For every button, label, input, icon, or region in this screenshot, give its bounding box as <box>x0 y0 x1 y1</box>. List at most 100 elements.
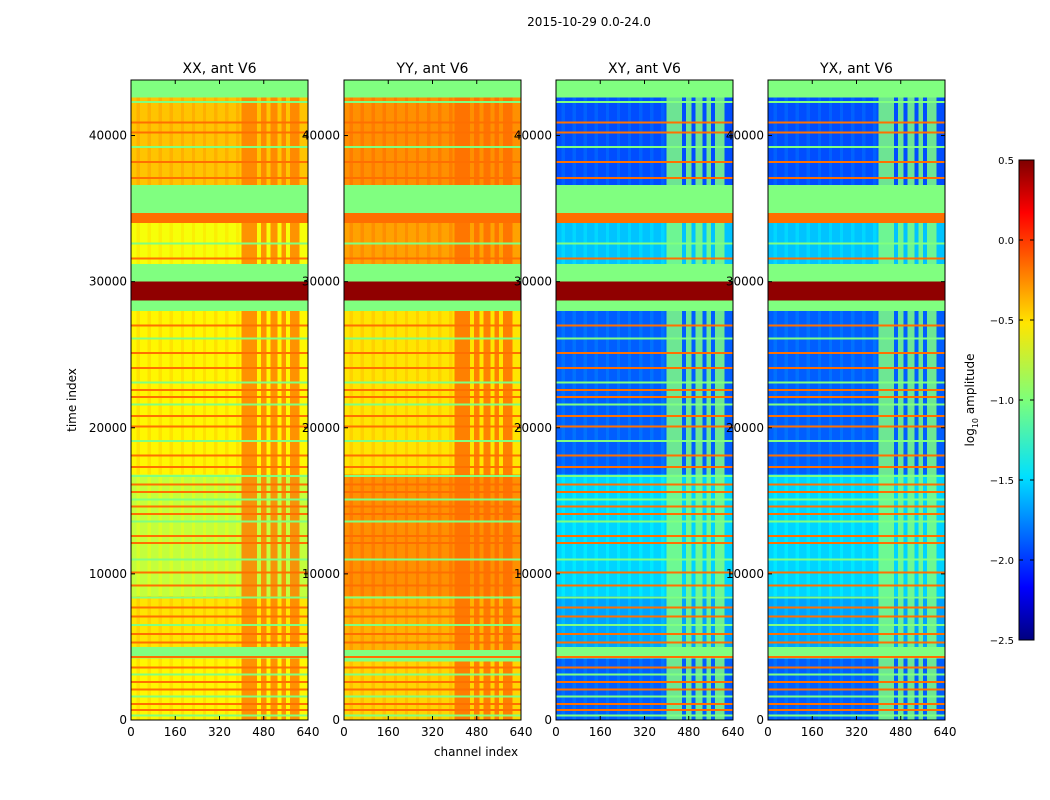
y-tick-label: 10000 <box>726 567 764 581</box>
panel-1: XX, ant V6 0 160 320 480 640 0 10000 20000 30000 4… <box>89 61 320 739</box>
flagged-row <box>556 131 733 134</box>
flagged-row <box>131 505 308 508</box>
flagged-row <box>131 396 308 399</box>
channel-stripe <box>795 310 799 475</box>
channel-stripe <box>862 310 866 475</box>
colorbar-tick-label: 0.0 <box>998 236 1014 247</box>
channel-stripe <box>449 97 453 186</box>
flagged-row <box>131 542 308 545</box>
region-band <box>556 97 733 186</box>
rfi-column <box>715 310 725 475</box>
rfi-column <box>270 310 278 475</box>
channel-stripe <box>360 97 364 186</box>
channel-stripe <box>349 310 353 475</box>
rfi-column <box>290 97 300 186</box>
panel-title: XY, ant V6 <box>608 61 681 77</box>
channel-stripe <box>158 310 162 475</box>
channel-stripe <box>583 97 587 186</box>
colorbar-label-subscript: 10 <box>971 418 980 428</box>
flagged-row <box>768 666 945 669</box>
flagged-row <box>344 606 521 609</box>
channel-stripe <box>382 595 387 650</box>
flagged-row <box>556 242 733 245</box>
flagged-row <box>556 324 733 327</box>
channel-stripe <box>393 661 398 720</box>
channel-stripe <box>616 97 621 186</box>
flagged-row <box>131 324 308 327</box>
channel-stripe <box>191 595 196 647</box>
channel-stripe <box>404 595 409 650</box>
colorbar-tick-label: −1.0 <box>990 396 1014 407</box>
region-band <box>556 310 733 475</box>
channel-stripe <box>404 97 409 186</box>
channel-stripe <box>136 595 140 647</box>
channel-stripe <box>382 310 387 475</box>
flagged-row <box>556 673 733 676</box>
flagged-row <box>556 352 733 355</box>
region-band <box>131 212 308 224</box>
rfi-column <box>503 310 513 475</box>
y-tick-label: 30000 <box>302 275 340 289</box>
channel-stripe <box>594 97 599 186</box>
rfi-column <box>483 595 491 650</box>
flagged-row <box>556 505 733 508</box>
flagged-row <box>556 512 733 515</box>
colorbar-tick-label: −1.5 <box>990 476 1014 487</box>
panel-3: XY, ant V6 0 160 320 480 640 0 10000 20000 30000 4… <box>514 61 745 739</box>
flagged-row <box>344 695 521 698</box>
flagged-row <box>768 584 945 587</box>
rfi-column <box>281 97 286 186</box>
channel-stripe <box>191 310 196 475</box>
channel-stripe <box>393 97 398 186</box>
channel-stripe <box>650 595 654 647</box>
channel-stripe <box>236 310 240 475</box>
channel-stripe <box>627 310 632 475</box>
flagged-row <box>768 454 945 457</box>
flagged-row <box>131 512 308 515</box>
rfi-column <box>878 310 894 475</box>
flagged-row <box>344 160 521 163</box>
flagged-row <box>556 558 733 561</box>
channel-stripe <box>594 595 599 647</box>
channel-stripe <box>605 97 610 186</box>
channel-stripe <box>169 97 174 186</box>
channel-stripe <box>147 310 151 475</box>
flagged-row <box>344 714 521 717</box>
rfi-column <box>907 310 915 475</box>
channel-stripe <box>572 97 576 186</box>
rfi-column <box>897 595 904 647</box>
flagged-row <box>344 656 521 659</box>
region-band <box>131 281 308 301</box>
channel-stripe <box>426 661 431 720</box>
channel-stripe <box>784 595 788 647</box>
channel-stripe <box>449 595 453 650</box>
flagged-row <box>344 512 521 515</box>
flagged-row <box>556 396 733 399</box>
x-tick-label: 0 <box>764 725 772 739</box>
rfi-column <box>494 595 499 650</box>
rfi-column <box>918 595 923 647</box>
flagged-row <box>344 381 521 384</box>
flagged-row <box>344 681 521 684</box>
flagged-row <box>556 483 733 486</box>
flagged-row <box>556 641 733 644</box>
rfi-column <box>666 310 682 475</box>
flagged-row <box>131 688 308 691</box>
channel-stripe <box>817 310 822 475</box>
flagged-row <box>768 702 945 705</box>
flagged-row <box>768 466 945 469</box>
channel-stripe <box>415 310 420 475</box>
channel-stripe <box>158 97 162 186</box>
panel-2: YY, ant V6 0 160 320 480 640 0 10000 20000 30000 4… <box>302 61 533 739</box>
channel-stripe <box>349 661 353 720</box>
channel-stripe <box>371 97 375 186</box>
x-axis-label: channel index <box>434 745 518 759</box>
channel-stripe <box>817 97 822 186</box>
channel-stripe <box>839 595 844 647</box>
flagged-row <box>556 596 733 599</box>
channel-stripe <box>136 97 140 186</box>
channel-stripe <box>158 595 162 647</box>
flagged-row <box>556 388 733 391</box>
flagged-row <box>768 160 945 163</box>
